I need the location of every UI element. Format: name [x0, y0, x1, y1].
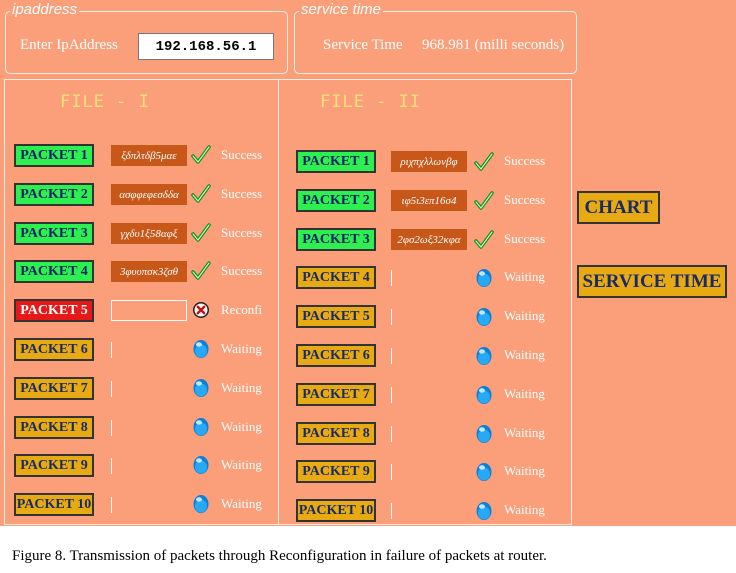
file1-packet-8-status: Waiting	[221, 419, 262, 434]
blue-orb-icon	[474, 423, 494, 450]
file2-packet-8-button[interactable]: PACKET 8	[296, 422, 376, 445]
blue-orb-icon	[191, 416, 211, 443]
file1-packet-6-key-placeholder	[111, 342, 112, 358]
blue-orb-icon	[191, 338, 211, 365]
file1-packet-9-key-placeholder	[111, 458, 112, 474]
file1-packet-4-button[interactable]: PACKET 4	[14, 260, 94, 283]
file2-packet-9-button[interactable]: PACKET 9	[296, 460, 376, 483]
file-2-title: FILE - II	[320, 92, 422, 112]
file2-packet-6-status: Waiting	[504, 347, 545, 362]
file2-packet-7-status: Waiting	[504, 386, 545, 401]
service-time-legend: service time	[299, 1, 384, 19]
file2-packet-9-key-placeholder	[391, 464, 392, 480]
file1-packet-2-button[interactable]: PACKET 2	[14, 183, 94, 206]
file2-packet-5-button[interactable]: PACKET 5	[296, 305, 376, 328]
file1-packet-9-button[interactable]: PACKET 9	[14, 454, 94, 477]
file1-packet-4-status: Success	[221, 263, 263, 278]
file2-packet-5-status: Waiting	[504, 308, 545, 323]
file2-packet-7-button[interactable]: PACKET 7	[296, 383, 376, 406]
file1-packet-3-button[interactable]: PACKET 3	[14, 222, 94, 245]
file2-packet-5-key-placeholder	[391, 309, 392, 325]
blue-orb-icon	[191, 454, 211, 481]
files-divider	[278, 79, 279, 525]
files-panel	[4, 79, 572, 525]
file1-packet-7-status: Waiting	[221, 380, 262, 395]
error-x-icon	[191, 299, 211, 326]
service-time-group: service time	[294, 1, 577, 74]
check-icon	[191, 222, 211, 249]
blue-orb-icon	[191, 377, 211, 404]
blue-orb-icon	[474, 267, 494, 294]
file2-packet-1-status: Success	[504, 153, 546, 168]
file2-packet-4-status: Waiting	[504, 269, 545, 284]
file2-packet-6-button[interactable]: PACKET 6	[296, 344, 376, 367]
file-1-title: FILE - I	[60, 92, 150, 112]
file2-packet-10-status: Waiting	[504, 502, 545, 517]
check-icon	[191, 144, 211, 171]
file1-packet-6-button[interactable]: PACKET 6	[14, 338, 94, 361]
service-time-label: Service Time	[323, 37, 403, 53]
check-icon	[191, 183, 211, 210]
app-window: ipaddress Enter IpAddress 192.168.56.1 s…	[0, 0, 736, 526]
file1-packet-4-key: 3φυυπσκ3ζσθ	[111, 261, 187, 282]
file2-packet-4-key-placeholder	[391, 270, 392, 286]
file1-packet-2-key: ασφφεφεσδδα	[111, 184, 187, 205]
service-time-value: 968.981 (milli seconds)	[422, 37, 565, 53]
file2-packet-7-key-placeholder	[391, 387, 392, 403]
check-icon	[474, 229, 494, 256]
file1-packet-1-button[interactable]: PACKET 1	[14, 144, 94, 167]
file2-packet-10-key-placeholder	[391, 503, 392, 519]
check-icon	[474, 151, 494, 178]
file1-packet-10-key-placeholder	[111, 497, 112, 513]
file2-packet-3-button[interactable]: PACKET 3	[296, 228, 376, 251]
file2-packet-10-button[interactable]: PACKET 10	[296, 499, 376, 522]
figure-caption: Figure 8. Transmission of packets throug…	[12, 548, 547, 564]
chart-button[interactable]: CHART	[577, 191, 660, 224]
blue-orb-icon	[474, 500, 494, 527]
file1-packet-1-key: ξδπλτδβ5μαε	[111, 145, 187, 166]
file1-packet-10-status: Waiting	[221, 496, 262, 511]
service-time-button[interactable]: SERVICE TIME	[577, 265, 727, 298]
blue-orb-icon	[474, 384, 494, 411]
file1-packet-6-status: Waiting	[221, 341, 262, 356]
blue-orb-icon	[474, 461, 494, 488]
ipaddress-group: ipaddress	[5, 1, 288, 74]
file1-packet-5-key-field[interactable]	[111, 300, 187, 321]
file2-packet-6-key-placeholder	[391, 348, 392, 364]
ipaddress-legend: ipaddress	[10, 1, 80, 19]
file2-packet-3-status: Success	[504, 231, 546, 246]
file2-packet-8-status: Waiting	[504, 425, 545, 440]
file1-packet-8-key-placeholder	[111, 420, 112, 436]
file2-packet-4-button[interactable]: PACKET 4	[296, 266, 376, 289]
file2-packet-2-status: Success	[504, 192, 546, 207]
file1-packet-8-button[interactable]: PACKET 8	[14, 416, 94, 439]
file2-packet-2-key: ιφ5ι3επ16σ4	[391, 190, 467, 211]
check-icon	[474, 190, 494, 217]
file1-packet-9-status: Waiting	[221, 457, 262, 472]
file1-packet-3-key: γχδυ1ξ58αφξ	[111, 223, 187, 244]
file1-packet-2-status: Success	[221, 186, 263, 201]
file1-packet-5-button[interactable]: PACKET 5	[14, 299, 94, 322]
file1-packet-3-status: Success	[221, 225, 263, 240]
file2-packet-3-key: 2φσ2ωξ32κφα	[391, 229, 467, 250]
blue-orb-icon	[191, 493, 211, 520]
file2-packet-1-button[interactable]: PACKET 1	[296, 150, 376, 173]
file1-packet-7-key-placeholder	[111, 381, 112, 397]
ip-label: Enter IpAddress	[20, 37, 118, 53]
file1-packet-1-status: Success	[221, 147, 263, 162]
file2-packet-2-button[interactable]: PACKET 2	[296, 189, 376, 212]
ip-address-input[interactable]: 192.168.56.1	[138, 33, 274, 60]
file1-packet-10-button[interactable]: PACKET 10	[14, 493, 94, 516]
check-icon	[191, 260, 211, 287]
file2-packet-9-status: Waiting	[504, 463, 545, 478]
file1-packet-5-status: Reconfi	[221, 302, 263, 317]
blue-orb-icon	[474, 345, 494, 372]
file2-packet-8-key-placeholder	[391, 426, 392, 442]
file2-packet-1-key: ριχπχλλωνβφ	[391, 151, 467, 172]
blue-orb-icon	[474, 306, 494, 333]
file1-packet-7-button[interactable]: PACKET 7	[14, 377, 94, 400]
